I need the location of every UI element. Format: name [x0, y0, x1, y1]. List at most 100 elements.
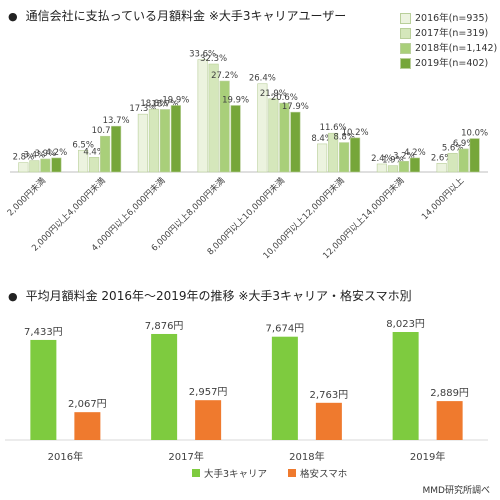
data-label: 1.9%: [382, 156, 404, 166]
bar: [279, 102, 290, 173]
legend-label: 2017年(n=319): [415, 28, 489, 39]
legend-swatch: [400, 43, 411, 54]
bar: [290, 111, 301, 173]
data-label: 21.9%: [260, 89, 287, 99]
legend-label: 2019年(n=402): [415, 58, 489, 69]
chart1-legend: 2016年(n=935) 2017年(n=319) 2018年(n=1,142)…: [400, 11, 497, 71]
data-label: 17.9%: [282, 102, 309, 112]
category-label: 2016年: [48, 450, 83, 463]
bar: [315, 402, 342, 440]
data-label: 4.2%: [404, 148, 426, 158]
bar: [89, 156, 100, 173]
data-label: 6.5%: [72, 140, 94, 150]
data-label: 6.9%: [453, 139, 475, 149]
source-note: MMD研究所調べ: [422, 486, 490, 496]
bar: [350, 137, 361, 173]
bar: [271, 336, 298, 440]
data-label: 13.7%: [103, 116, 130, 126]
bar: [151, 333, 178, 440]
bar: [29, 160, 40, 173]
bar: [409, 157, 420, 173]
legend-label: 2018年(n=1,142): [415, 43, 498, 54]
bar: [398, 161, 409, 173]
chart1-title: 通信会社に支払っている月額料金 ※大手3キャリアユーザー: [25, 9, 347, 23]
data-label: 19.9%: [222, 95, 249, 105]
data-label: 27.2%: [211, 71, 238, 81]
bar: [436, 401, 463, 440]
data-label: 10.7%: [92, 126, 119, 136]
bar: [18, 162, 29, 173]
data-label: 33.6%: [189, 50, 216, 60]
chart1-heading: ● 通信会社に支払っている月額料金 ※大手3キャリアユーザー: [8, 7, 346, 24]
legend-swatch: [400, 13, 411, 24]
bar: [268, 98, 279, 173]
bar: [458, 148, 469, 173]
data-label: 20.6%: [271, 93, 298, 103]
bar: [257, 83, 268, 173]
bar: [148, 108, 159, 173]
data-label: 2,067円: [68, 399, 107, 410]
data-label: 7,876円: [145, 321, 184, 332]
data-label: 2.8%: [13, 153, 35, 163]
data-label: 3.9%: [35, 149, 57, 159]
legend-item: 2019年(n=402): [400, 56, 497, 71]
data-label: 26.4%: [249, 74, 276, 84]
bar: [159, 109, 170, 173]
legend-label: 2016年(n=935): [415, 13, 489, 24]
data-label: 18.8%: [140, 99, 167, 109]
bar: [197, 59, 208, 173]
legend-label: 格安スマホ: [300, 468, 347, 480]
data-label: 5.6%: [442, 143, 464, 153]
legend-swatch: [192, 469, 200, 477]
bullet-icon: ●: [8, 10, 18, 23]
chart2-title: 平均月額料金 2016年～2019年の推移 ※大手3キャリア・格安スマホ別: [25, 289, 412, 303]
bullet-icon: ●: [8, 290, 18, 303]
data-label: 11.6%: [320, 123, 347, 133]
bar: [230, 105, 241, 173]
legend-swatch: [288, 469, 296, 477]
data-label: 2.4%: [371, 154, 393, 164]
bar: [208, 63, 219, 173]
category-label: 2017年: [168, 450, 203, 463]
legend-item: 2018年(n=1,142): [400, 41, 497, 56]
bar: [447, 152, 458, 173]
legend-item: 2016年(n=935): [400, 11, 497, 26]
bar: [137, 113, 148, 173]
data-label: 18.7%: [151, 99, 178, 109]
bar: [392, 332, 419, 440]
chart1-plot: 2.8%3.4%3.9%4.2%2,000円未満6.5%4.4%10.7%13.…: [5, 50, 488, 262]
bar: [74, 412, 101, 440]
category-label: 2018年: [289, 450, 324, 463]
data-label: 10.0%: [461, 129, 488, 139]
bar: [328, 132, 339, 173]
data-label: 8,023円: [386, 319, 425, 330]
bar: [469, 138, 480, 173]
data-label: 7,674円: [266, 324, 305, 335]
bar: [170, 105, 181, 173]
data-label: 2.6%: [431, 153, 453, 163]
data-label: 17.3%: [129, 104, 156, 114]
bar: [40, 158, 51, 173]
legend-item: 2017年(n=319): [400, 26, 497, 41]
bar: [30, 339, 57, 440]
data-label: 8.4%: [311, 134, 333, 144]
chart2-heading: ● 平均月額料金 2016年～2019年の推移 ※大手3キャリア・格安スマホ別: [8, 287, 412, 304]
bar: [387, 165, 398, 173]
bar: [195, 400, 222, 440]
bar: [78, 149, 89, 173]
data-label: 4.4%: [83, 147, 105, 157]
bar: [376, 163, 387, 173]
bar: [219, 80, 230, 173]
legend-swatch: [400, 58, 411, 69]
bar: [51, 157, 62, 173]
bar: [436, 163, 447, 173]
data-label: 10.2%: [342, 128, 369, 138]
data-label: 3.4%: [24, 151, 46, 161]
legend-label: 大手3キャリア: [204, 468, 267, 480]
bar: [339, 142, 350, 173]
data-label: 19.9%: [162, 95, 189, 105]
bar: [317, 143, 328, 173]
data-label: 2,763円: [310, 390, 349, 401]
data-label: 2,957円: [189, 387, 228, 398]
